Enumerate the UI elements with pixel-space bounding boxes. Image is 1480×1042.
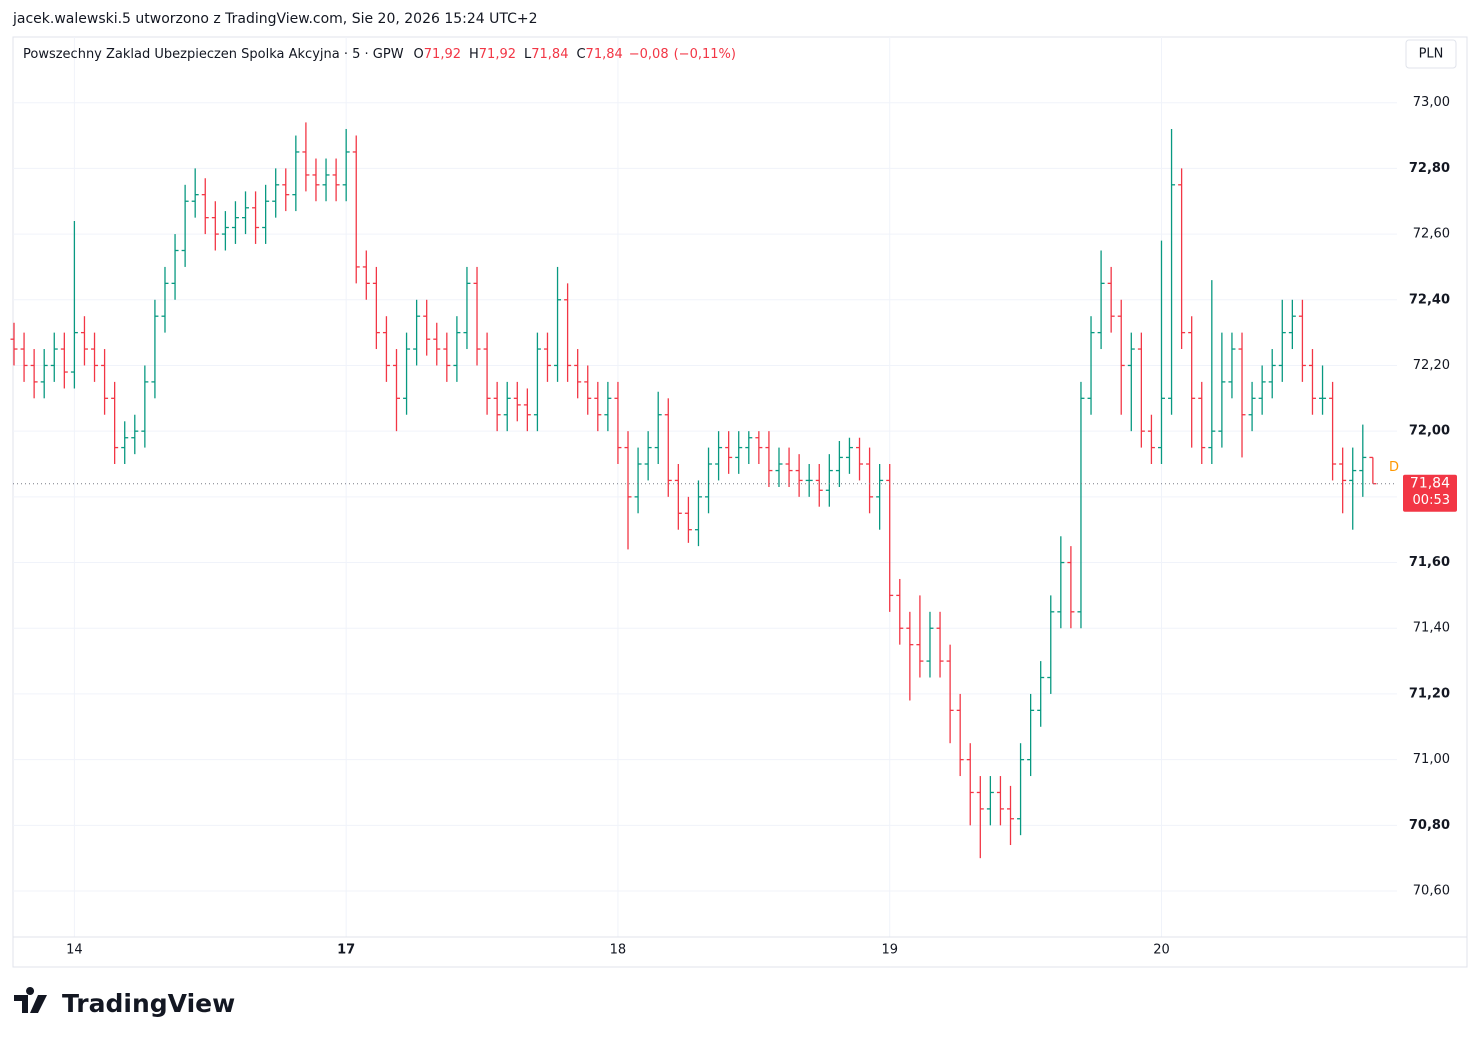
y-tick-label: 72,80 <box>1409 161 1450 176</box>
y-tick-label: 71,00 <box>1413 752 1450 767</box>
countdown: 00:53 <box>1413 493 1450 508</box>
legend-key: C <box>576 47 585 62</box>
last-price-label: 71,84 <box>1410 476 1450 492</box>
y-tick-label: 72,00 <box>1409 424 1450 439</box>
currency[interactable]: PLN <box>1419 47 1444 62</box>
chart-frame <box>12 36 1468 968</box>
y-tick-label: 73,00 <box>1413 95 1450 110</box>
y-tick-label: 70,80 <box>1409 818 1450 833</box>
legend-change: −0,08 <box>629 47 669 62</box>
y-tick-label: 72,20 <box>1413 358 1450 373</box>
y-tick-label: 71,20 <box>1409 686 1450 701</box>
legend-value: 71,84 <box>586 47 623 62</box>
legend-value: 71,84 <box>531 47 568 62</box>
legend-key: H <box>469 47 479 62</box>
logo-icon <box>14 987 47 1013</box>
x-tick-label: 20 <box>1153 943 1170 958</box>
symbol: Powszechny Zaklad Ubezpieczen Spolka Akc… <box>23 47 404 62</box>
x-tick-label: 17 <box>337 943 355 958</box>
brand-logo: TradingView <box>14 987 235 1018</box>
legend: Powszechny Zaklad Ubezpieczen Spolka Akc… <box>23 47 736 62</box>
grid <box>13 37 1467 938</box>
y-tick-label: 71,60 <box>1409 555 1450 570</box>
y-tick-label: 72,40 <box>1409 292 1450 307</box>
labels: 70,6070,8071,0071,2071,4071,6071,8072,00… <box>13 95 1457 958</box>
attribution: jacek.walewski.5 utworzono z TradingView… <box>12 11 538 27</box>
legend-value: 71,92 <box>424 47 461 62</box>
x-tick-label: 19 <box>881 943 898 958</box>
legend-key: O <box>414 47 424 62</box>
brand: TradingView <box>62 989 235 1018</box>
legend-value: 71,92 <box>479 47 516 62</box>
x-tick-label: 14 <box>66 943 83 958</box>
bars <box>10 122 1377 859</box>
dividend-marker: D <box>1389 460 1399 475</box>
legend-change-pct: (−0,11%) <box>674 47 736 62</box>
last-price-box <box>1403 474 1457 512</box>
currency-box[interactable] <box>1405 39 1457 69</box>
y-tick-label: 72,60 <box>1413 227 1450 242</box>
y-tick-label: 70,60 <box>1413 884 1450 899</box>
x-tick-label: 18 <box>610 943 627 958</box>
y-tick-label: 71,40 <box>1413 621 1450 636</box>
legend-key: L <box>524 47 532 62</box>
